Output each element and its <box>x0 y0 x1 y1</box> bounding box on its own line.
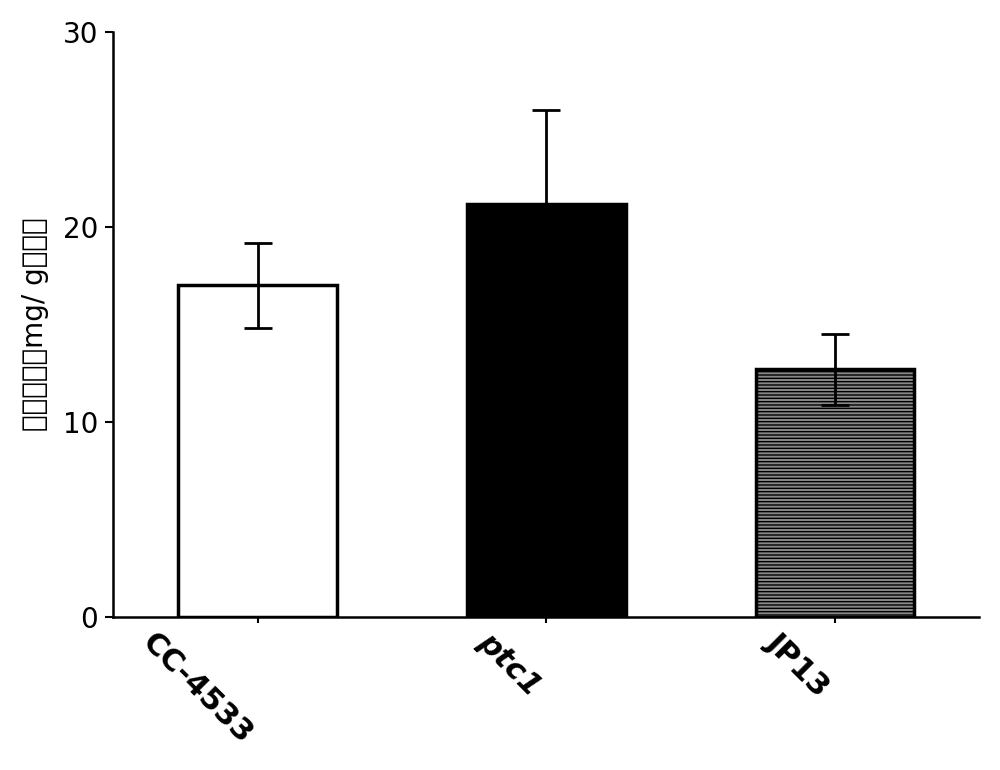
Bar <box>756 370 914 618</box>
Bar <box>467 203 626 618</box>
Bar <box>178 286 337 618</box>
Y-axis label: 总磷含量（mg/ g干重）: 总磷含量（mg/ g干重） <box>21 218 49 431</box>
